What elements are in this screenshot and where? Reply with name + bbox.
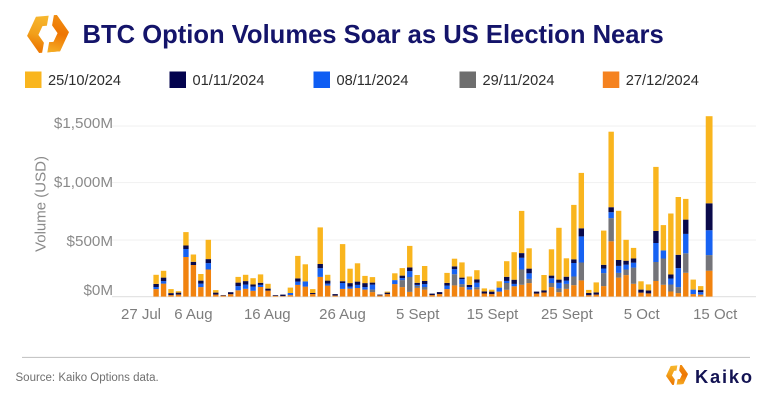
svg-text:$500M: $500M bbox=[67, 233, 113, 250]
svg-text:5 Sept: 5 Sept bbox=[396, 306, 440, 323]
svg-text:5 Oct: 5 Oct bbox=[624, 306, 661, 323]
svg-text:25 Sept: 25 Sept bbox=[541, 306, 594, 323]
svg-text:25/10/2024: 25/10/2024 bbox=[48, 73, 121, 89]
svg-text:$1,000M: $1,000M bbox=[54, 174, 113, 191]
svg-text:27/12/2024: 27/12/2024 bbox=[626, 73, 699, 89]
svg-text:08/11/2024: 08/11/2024 bbox=[337, 73, 409, 89]
svg-text:29/11/2024: 29/11/2024 bbox=[483, 73, 555, 89]
svg-text:Source: Kaiko Options data.: Source: Kaiko Options data. bbox=[16, 372, 159, 384]
svg-text:01/11/2024: 01/11/2024 bbox=[193, 73, 265, 89]
svg-text:27 Jul: 27 Jul bbox=[121, 306, 161, 323]
svg-text:Kaiko: Kaiko bbox=[695, 366, 754, 387]
svg-text:15 Oct: 15 Oct bbox=[693, 306, 738, 323]
svg-text:$0M: $0M bbox=[83, 282, 113, 299]
svg-text:6 Aug: 6 Aug bbox=[174, 306, 212, 323]
svg-text:15 Sept: 15 Sept bbox=[467, 306, 520, 323]
svg-text:26 Aug: 26 Aug bbox=[319, 306, 366, 323]
svg-text:$1,500M: $1,500M bbox=[54, 115, 113, 132]
svg-text:16 Aug: 16 Aug bbox=[244, 306, 291, 323]
svg-text:Volume (USD): Volume (USD) bbox=[33, 156, 50, 252]
svg-text:BTC Option Volumes Soar as US: BTC Option Volumes Soar as US Election N… bbox=[83, 21, 664, 49]
